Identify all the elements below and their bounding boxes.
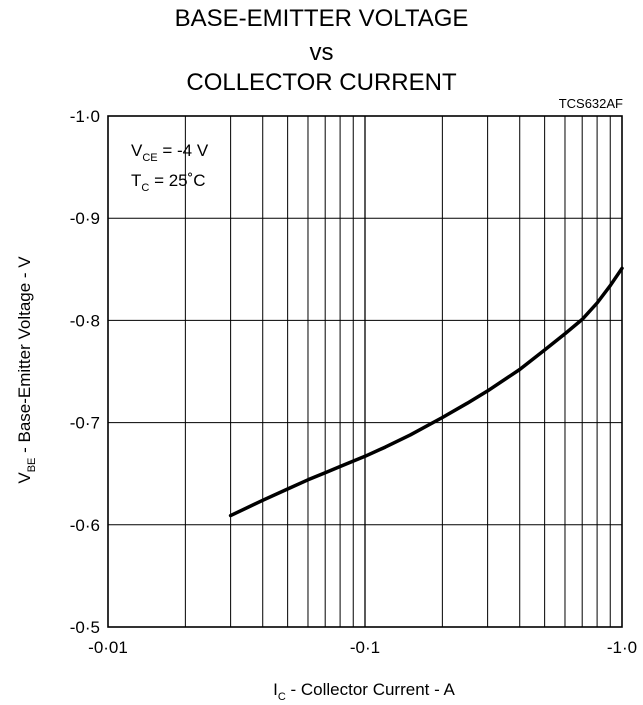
- chart-title-line-2: vs: [309, 39, 334, 66]
- y-tick-label: -1·0: [70, 107, 100, 126]
- x-tick-label: -0·01: [88, 638, 128, 657]
- y-tick-label: -0·7: [70, 414, 100, 433]
- grid-layer: [108, 116, 622, 627]
- tick-label-layer: -0·01 -0·1 -1·0 -0·5 -0·6 -0·7 -0·8 -0·9 -1·0: [70, 107, 637, 657]
- y-tick-label: -0·5: [70, 618, 100, 637]
- x-axis-label: IC - Collector Current - A: [273, 680, 455, 703]
- plot-frame: [107, 115, 623, 628]
- y-tick-label: -0·9: [70, 209, 100, 228]
- series-line: [228, 266, 624, 518]
- series-layer: [228, 266, 624, 518]
- x-tick-label: -0·1: [350, 638, 380, 657]
- y-axis-label: VBE - Base-Emitter Voltage - V: [15, 256, 38, 484]
- condition-tc: TC = 25˚C: [131, 171, 206, 194]
- figure-code: TCS632AF: [559, 96, 623, 111]
- x-tick-label: -1·0: [607, 638, 637, 657]
- y-tick-label: -0·6: [70, 516, 100, 535]
- condition-vce: VCE = -4 V: [131, 141, 209, 164]
- chart-title-line-1: BASE-EMITTER VOLTAGE: [174, 5, 469, 32]
- y-tick-label: -0·8: [70, 311, 100, 330]
- chart-title-line-3: COLLECTOR CURRENT: [186, 69, 457, 96]
